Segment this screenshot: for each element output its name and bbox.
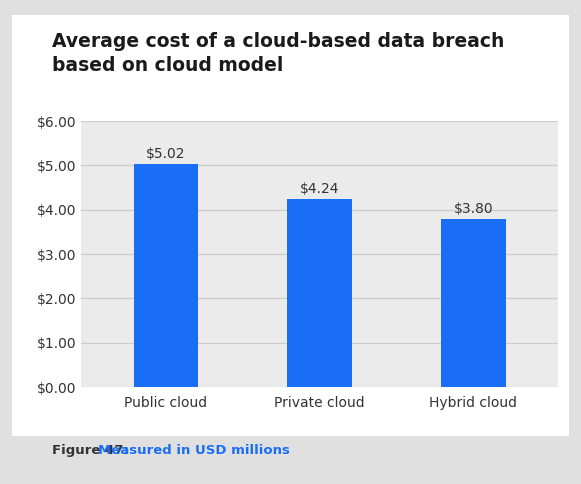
Text: Figure 47:: Figure 47:	[52, 444, 134, 457]
Text: $5.02: $5.02	[146, 147, 185, 161]
Bar	[287, 199, 352, 387]
Text: $3.80: $3.80	[453, 201, 493, 215]
Text: based on cloud model: based on cloud model	[52, 56, 284, 75]
Text: Average cost of a cloud-based data breach: Average cost of a cloud-based data breac…	[52, 32, 505, 51]
Text: $4.24: $4.24	[300, 182, 339, 196]
Bar	[441, 219, 505, 387]
Bar	[134, 165, 198, 387]
Text: Measured in USD millions: Measured in USD millions	[98, 444, 289, 457]
